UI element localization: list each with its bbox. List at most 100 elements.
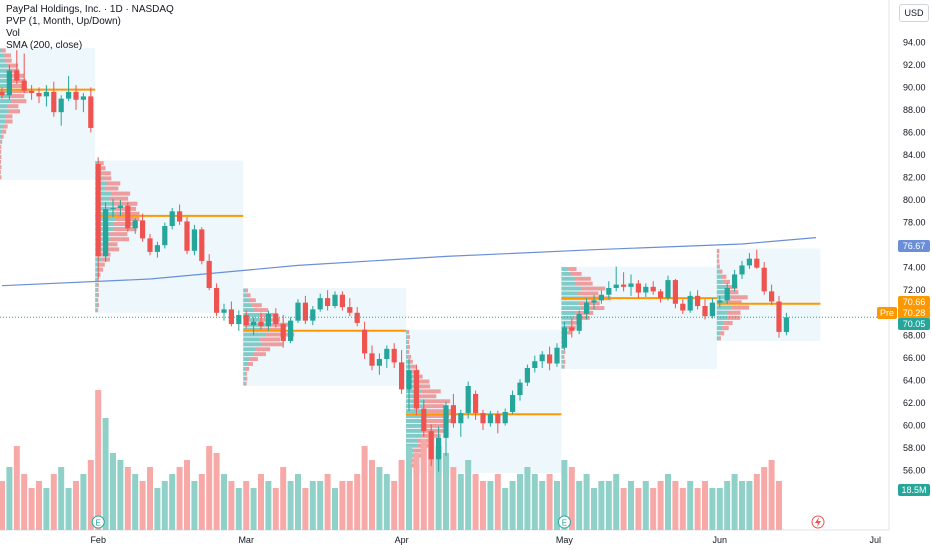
volume-profile-up-bar <box>243 317 260 322</box>
volume-profile-up-bar <box>406 349 408 354</box>
candle <box>532 355 538 373</box>
volume-profile-down-bar <box>0 139 3 144</box>
volume-bar <box>524 467 531 530</box>
volume-bar <box>591 488 597 530</box>
candle-body <box>265 313 271 327</box>
candle <box>140 213 146 242</box>
candle-body <box>502 411 508 424</box>
volume-profile-up-bar <box>716 336 719 341</box>
volume-bar <box>206 446 213 530</box>
candle <box>117 200 123 216</box>
candle-body <box>480 413 486 424</box>
candle <box>110 198 116 217</box>
volume-profile-box <box>95 160 244 313</box>
volume-profile-up-bar <box>243 371 245 376</box>
candle-body <box>169 211 175 226</box>
volume-bar <box>184 460 190 530</box>
candle-body <box>687 295 693 311</box>
volume-profile-down-bar <box>260 342 283 347</box>
candle-body <box>251 321 257 326</box>
volume-bar <box>147 467 153 530</box>
volume-profile-down-bar <box>265 322 293 327</box>
candle-body <box>628 283 634 287</box>
volume-bar <box>73 481 79 530</box>
candle-body <box>672 280 678 304</box>
volume-profile-down-bar <box>261 327 284 332</box>
candle <box>169 207 175 230</box>
volume-bar <box>228 481 235 530</box>
volume-profile-up-bar <box>716 326 723 331</box>
candle <box>584 298 590 320</box>
volume-bar <box>87 460 94 530</box>
volume-profile-down-bar <box>8 68 20 73</box>
candle <box>554 343 560 367</box>
candle-body <box>199 229 205 261</box>
volume-profile-down-bar <box>408 354 412 359</box>
candle-body <box>73 91 79 100</box>
volume-bar <box>561 460 568 530</box>
volume-profile-down-bar <box>575 281 593 286</box>
volume-profile-up-bar <box>243 347 256 352</box>
volume-profile-box <box>243 287 406 387</box>
candle <box>413 364 419 416</box>
volume-profile-down-bar <box>421 389 441 394</box>
candle-body <box>761 267 767 292</box>
price-axis-label: 60.00 <box>903 420 926 430</box>
candle-body <box>110 207 116 210</box>
volume-profile-down-bar <box>0 149 2 154</box>
volume-profile-down-bar <box>419 394 437 399</box>
candle-body <box>243 315 249 326</box>
volume-bar <box>213 453 220 530</box>
volume-profile-down-bar <box>570 320 582 325</box>
candle <box>702 299 708 320</box>
volume-bar <box>665 474 671 530</box>
volume-profile-down-bar <box>730 295 748 300</box>
volume-bar <box>539 481 546 530</box>
volume-bar <box>709 488 716 530</box>
legend-vol[interactable]: Vol <box>6 28 20 39</box>
volume-bar <box>731 474 738 530</box>
price-axis-label: 82.00 <box>903 173 926 183</box>
volume-bar <box>672 481 679 530</box>
price-axis-label: 58.00 <box>903 443 926 453</box>
candle <box>680 299 686 314</box>
candle <box>295 299 301 323</box>
volume-bar <box>102 418 109 530</box>
volume-profile-up-bar <box>716 290 727 295</box>
candle-body <box>465 386 471 414</box>
volume-profile-down-bar <box>562 364 565 369</box>
volume-bar <box>124 467 131 530</box>
volume-bar <box>265 481 272 530</box>
time-axis-label: Jun <box>713 535 728 545</box>
candle-body <box>547 354 553 364</box>
volume-bar <box>531 474 538 530</box>
candle-body <box>66 91 72 99</box>
candle-body <box>554 347 560 364</box>
volume-bar <box>776 481 782 530</box>
volume-profile-up-bar <box>95 262 100 267</box>
volume-profile-up-bar <box>0 58 5 63</box>
volume-profile-up-bar <box>716 254 718 259</box>
candle <box>369 345 375 371</box>
candle <box>66 76 72 101</box>
candle <box>480 409 486 430</box>
volume-profile-down-bar <box>110 237 130 242</box>
currency-button[interactable]: USD <box>899 4 929 22</box>
volume-profile-up-bar <box>95 292 97 298</box>
volume-profile-down-bar <box>563 359 566 364</box>
candle <box>569 318 575 338</box>
candle-body <box>43 91 49 97</box>
volume-profile-up-bar <box>406 335 408 340</box>
legend-pvp[interactable]: PVP (1, Month, Up/Down) <box>6 16 121 27</box>
volume-profile-up-bar <box>95 181 107 186</box>
volume-profile-down-bar <box>727 310 741 315</box>
candle <box>103 202 109 263</box>
volume-profile-down-bar <box>96 277 99 282</box>
price-axis-label: 56.00 <box>903 466 926 476</box>
volume-profile-down-bar <box>0 154 2 159</box>
volume-bar <box>272 488 279 530</box>
volume-bar <box>746 481 753 530</box>
candle-body <box>214 287 220 313</box>
legend-sma[interactable]: SMA (200, close) <box>6 40 83 51</box>
